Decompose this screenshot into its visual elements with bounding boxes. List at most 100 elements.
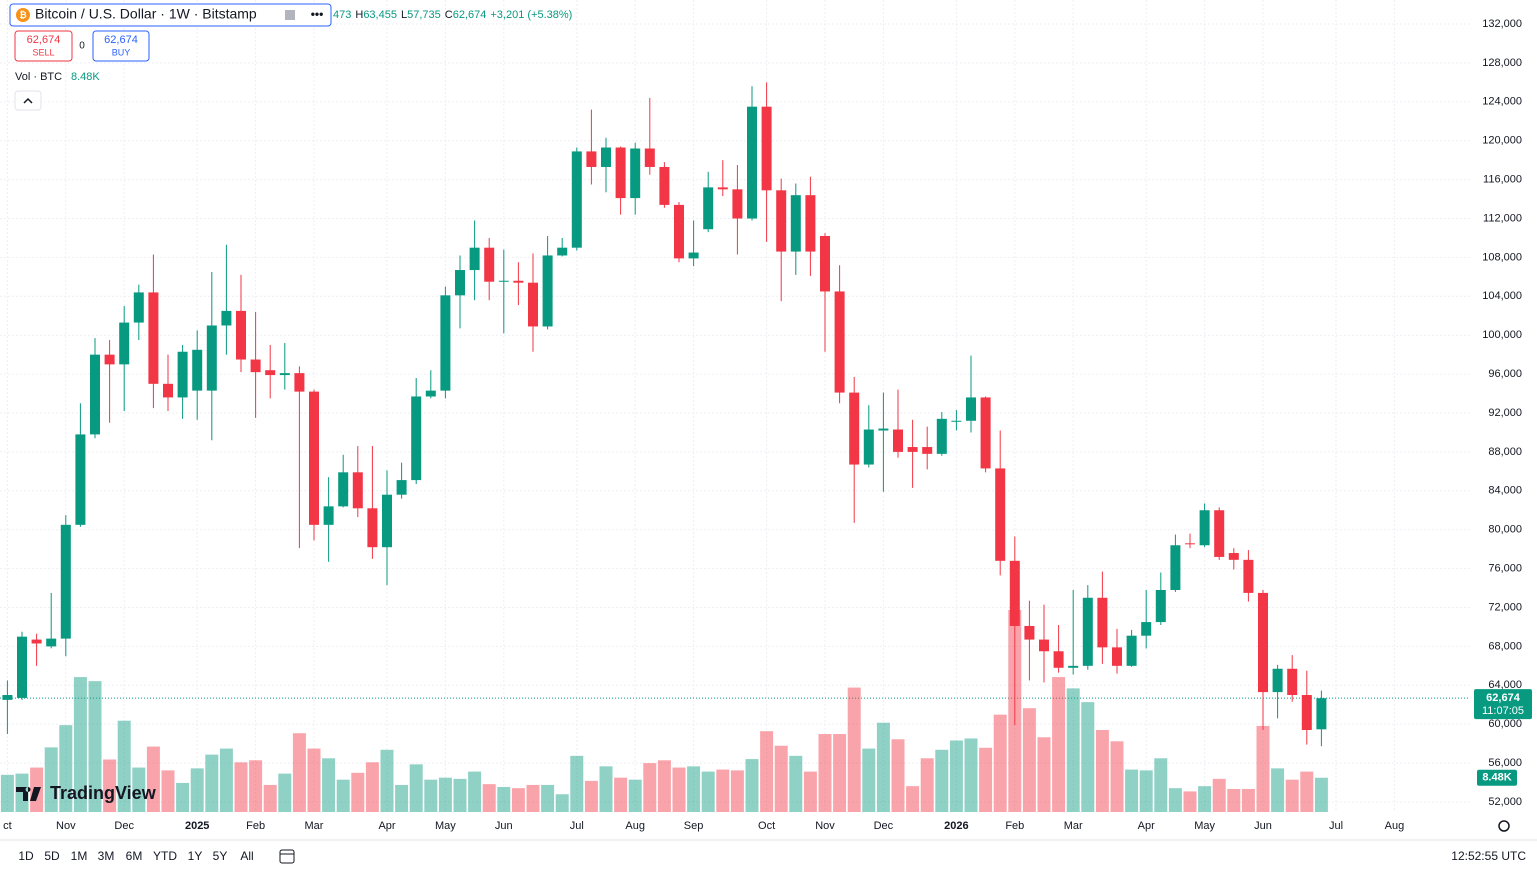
volume-bar [979,747,993,812]
ohlc-value: +3,201 (+5.38%) [490,9,572,21]
volume-bar [643,763,657,812]
candle-body [644,148,655,167]
range-button[interactable]: 1M [71,849,88,863]
y-tick-label: 80,000 [1488,524,1522,536]
y-tick-label: 84,000 [1488,485,1522,497]
settings-icon[interactable] [1498,820,1510,832]
candle-body [761,106,772,191]
candle-body [863,429,874,465]
candle-body [513,280,524,283]
toolbar: 1D 5D 1M 3M 6M YTD 1Y 5Y All [18,849,253,863]
candle-body [469,247,480,271]
volume-bar [1081,702,1095,812]
buy-button[interactable] [92,30,150,62]
more-icon[interactable]: ••• [311,7,324,21]
volume-bar [1241,788,1255,812]
volume-bar [234,762,248,812]
symbol-title: Bitcoin / U.S. Dollar · 1W · Bitstamp [35,6,257,22]
range-button[interactable]: 1D [18,849,34,863]
y-tick-label: 76,000 [1488,563,1522,575]
candle-body [382,494,392,548]
range-button[interactable]: YTD [153,849,177,863]
collapse-button[interactable] [14,90,42,111]
volume-bar [1314,777,1328,812]
y-tick-label: 68,000 [1488,640,1522,652]
candle-body [790,195,801,252]
volume-bar [190,768,204,812]
volume-bar [833,734,847,812]
grid [0,0,1470,812]
x-tick-label: Jun [1254,820,1272,832]
volume-bar [876,722,890,812]
candle-body [995,468,1006,561]
countdown: 11:07:05 [1482,705,1524,717]
candle-body [776,190,787,252]
y-tick-label: 56,000 [1488,757,1522,769]
range-button[interactable]: 5Y [213,849,228,863]
candle-body [528,282,538,327]
date-range-icon[interactable] [279,849,295,864]
candle-body [104,354,115,365]
sell-button[interactable] [14,30,73,62]
ohlc-legend: 473 H63,455 L57,735 C62,674 +3,201 (+5.38%) [333,9,572,21]
y-tick-label: 116,000 [1483,174,1522,186]
range-button[interactable]: 5D [44,849,60,863]
y-tick-label: 108,000 [1482,251,1522,263]
candle-body [557,247,568,256]
x-tick-label: ct [3,820,12,832]
volume-bar [263,784,277,812]
volume-bar [1271,768,1285,812]
buy-label: BUY [112,47,131,57]
volume-legend-label: Vol · BTC [15,71,62,83]
volume-bar [1125,769,1139,812]
sell-price: 62,674 [27,34,61,46]
flag-icon[interactable] [285,10,295,20]
range-button[interactable]: All [240,849,253,863]
range-button[interactable]: 6M [126,849,143,863]
candle-body [309,391,319,525]
volume-bar [935,749,949,812]
volume-bar [1139,770,1153,812]
symbol-box[interactable] [9,3,332,27]
candle-body [571,151,582,248]
volume-bar [657,760,671,812]
candle-body [455,270,465,296]
bitcoin-icon [16,8,30,22]
y-tick-label: 96,000 [1488,368,1522,380]
candle-body [206,325,217,391]
candle-body [820,236,830,292]
volume-bar [15,773,29,812]
candle-body [1009,560,1020,626]
candle-body [75,434,86,525]
candle-body [893,429,903,452]
candle-body [980,397,991,469]
last-price-label: 62,674 [1486,692,1521,704]
candle-body [192,349,203,391]
volume-bar [1095,729,1109,812]
bitcoin-glyph: ₿ [19,10,26,20]
range-button[interactable]: 1Y [188,849,203,863]
volume-bar [1212,778,1226,812]
volume-bar [307,748,321,812]
candle-body [849,392,860,465]
volume-bar [409,764,423,812]
ohlc-value: 473 [333,9,351,21]
candle-body [1053,651,1064,668]
candle-body [1068,665,1079,668]
volume-bar [1227,788,1241,812]
x-tick-label: Aug [1385,820,1405,832]
volume-pane [0,610,1328,812]
volume-bar [993,714,1007,812]
volume-bar [1256,725,1270,812]
candle-body [805,195,816,252]
logo-text: TradingView [50,783,157,803]
range-button[interactable]: 3M [98,849,115,863]
candle-body [1301,695,1312,731]
volume-bar [716,769,730,812]
volume-bar [219,748,233,812]
volume-bar [176,782,190,812]
volume-bar [395,784,409,812]
volume-bar [1154,758,1168,812]
candle-body [60,524,71,639]
candle-body [834,291,845,393]
